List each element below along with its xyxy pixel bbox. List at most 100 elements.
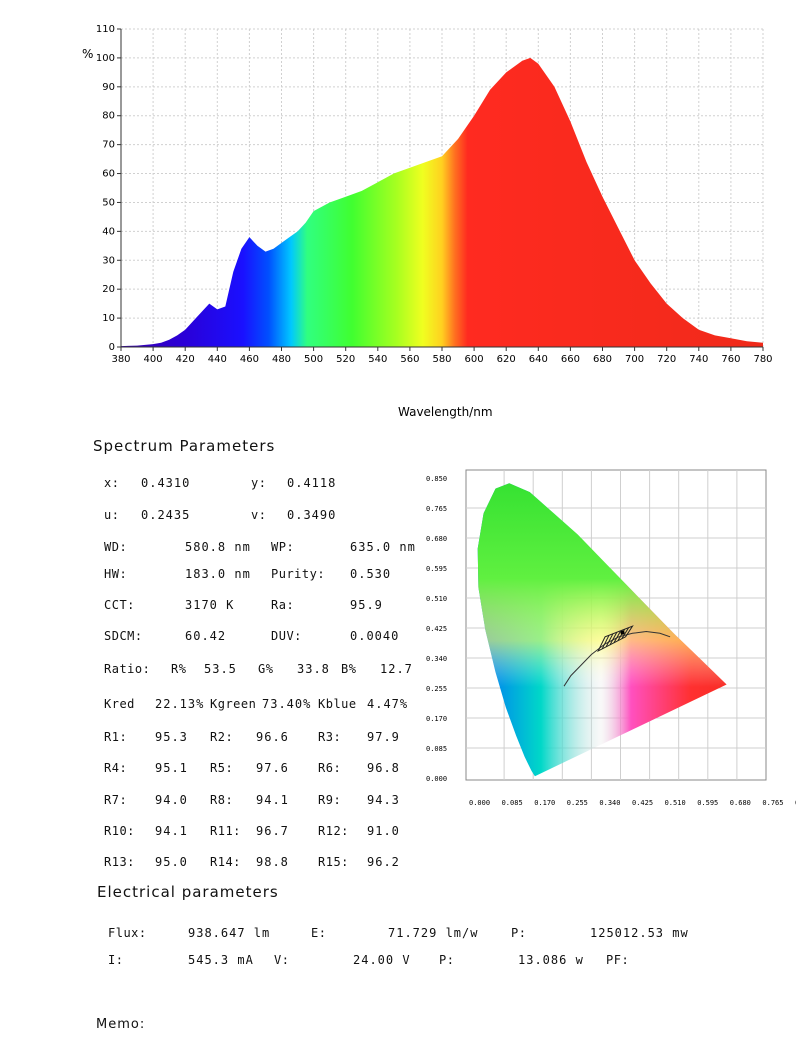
kblue-value: 4.47% bbox=[367, 697, 409, 711]
spectrum-parameters-heading: Spectrum Parameters bbox=[93, 437, 276, 455]
cie-y-tick-label: 0.340 bbox=[426, 655, 447, 663]
wp-value: 635.0 nm bbox=[350, 540, 416, 554]
ratio-label: Ratio: bbox=[104, 662, 151, 676]
cie-x-tick-label: 0.170 bbox=[534, 799, 555, 807]
cie-x-tick-label: 0.085 bbox=[502, 799, 523, 807]
y-tick-label: 90 bbox=[102, 82, 115, 93]
purity-value: 0.530 bbox=[350, 567, 392, 581]
cri-value: 95.0 bbox=[155, 855, 188, 869]
power-w-value: 13.086 w bbox=[518, 953, 584, 967]
cie-x-tick-label: 0.255 bbox=[567, 799, 588, 807]
kred-value: 22.13% bbox=[155, 697, 205, 711]
ansi-bin-divider bbox=[609, 632, 618, 646]
y-tick-label: 80 bbox=[102, 111, 115, 122]
memo-label: Memo: bbox=[96, 1017, 146, 1032]
g-percent-value: 33.8 bbox=[297, 662, 330, 676]
duv-value: 0.0040 bbox=[350, 629, 400, 643]
current-value: 545.3 mA bbox=[188, 953, 254, 967]
x-value: 0.4310 bbox=[141, 476, 191, 490]
cri-label: R4: bbox=[104, 761, 128, 775]
power-mw-value: 125012.53 mw bbox=[590, 926, 689, 940]
cie-y-tick-label: 0.425 bbox=[426, 625, 447, 633]
cri-label: R3: bbox=[318, 730, 342, 744]
hw-label: HW: bbox=[104, 567, 128, 581]
x-tick-label: 780 bbox=[753, 354, 772, 365]
ansi-bin-divider bbox=[601, 635, 610, 650]
cri-value: 94.1 bbox=[256, 793, 289, 807]
r-percent-value: 53.5 bbox=[204, 662, 237, 676]
x-tick-label: 560 bbox=[400, 354, 419, 365]
hw-value: 183.0 nm bbox=[185, 567, 251, 581]
v-value: 0.3490 bbox=[287, 508, 337, 522]
x-tick-label: 700 bbox=[625, 354, 644, 365]
cie-grid bbox=[466, 470, 766, 780]
cie-x-tick-label: 0.425 bbox=[632, 799, 653, 807]
ansi-bin-divider bbox=[613, 630, 622, 644]
cie-x-tick-label: 0.595 bbox=[697, 799, 718, 807]
x-tick-label: 440 bbox=[208, 354, 227, 365]
x-tick-label: 600 bbox=[465, 354, 484, 365]
spectrum-axes: 380 400 420 440 460 480 500 520 540 560 580 600 620 6… bbox=[96, 24, 773, 365]
cri-value: 97.6 bbox=[256, 761, 289, 775]
cri-value: 95.3 bbox=[155, 730, 188, 744]
x-tick-label: 640 bbox=[529, 354, 548, 365]
x-tick-label: 720 bbox=[657, 354, 676, 365]
x-tick-label: 580 bbox=[432, 354, 451, 365]
ansi-bin-divider bbox=[605, 633, 614, 648]
cri-label: R7: bbox=[104, 793, 128, 807]
cct-label: CCT: bbox=[104, 598, 135, 612]
x-tick-label: 500 bbox=[304, 354, 323, 365]
x-tick-label: 740 bbox=[689, 354, 708, 365]
cie-gamut bbox=[477, 483, 727, 777]
chromaticity-point bbox=[620, 630, 625, 635]
y-tick-label: 70 bbox=[102, 140, 115, 151]
y-tick-label: 60 bbox=[102, 169, 115, 180]
cri-label: R9: bbox=[318, 793, 342, 807]
flux-label: Flux: bbox=[108, 926, 147, 940]
r-percent-label: R% bbox=[171, 662, 187, 676]
kgreen-label: Kgreen bbox=[210, 697, 257, 711]
u-value: 0.2435 bbox=[141, 508, 191, 522]
ansi-bin-divider bbox=[617, 629, 626, 642]
cri-label: R2: bbox=[210, 730, 234, 744]
cri-value: 95.1 bbox=[155, 761, 188, 775]
voltage-label: V: bbox=[274, 953, 290, 967]
cie-x-tick-label: 0.000 bbox=[469, 799, 490, 807]
kred-label: Kred bbox=[104, 697, 135, 711]
cie-y-tick-label: 0.510 bbox=[426, 595, 447, 603]
cri-value: 91.0 bbox=[367, 824, 400, 838]
b-percent-value: 12.7 bbox=[380, 662, 413, 676]
efficacy-value: 71.729 lm/w bbox=[388, 926, 479, 940]
ra-value: 95.9 bbox=[350, 598, 383, 612]
cie-x-tick-label: 0.510 bbox=[665, 799, 686, 807]
wd-value: 580.8 nm bbox=[185, 540, 251, 554]
cie-x-tick-label: 0.340 bbox=[599, 799, 620, 807]
x-tick-label: 540 bbox=[368, 354, 387, 365]
cie-x-tick-label: 0.680 bbox=[730, 799, 751, 807]
cri-value: 96.2 bbox=[367, 855, 400, 869]
x-tick-label: 660 bbox=[561, 354, 580, 365]
cie-y-tick-label: 0.085 bbox=[426, 745, 447, 753]
x-tick-label: 520 bbox=[336, 354, 355, 365]
cri-value: 94.0 bbox=[155, 793, 188, 807]
y-unit-label: % bbox=[82, 47, 93, 61]
spectrum-chart: 380 400 420 440 460 480 500 520 540 560 580 600 620 6… bbox=[82, 24, 773, 419]
power-w-label: P: bbox=[439, 953, 455, 967]
cri-label: R12: bbox=[318, 824, 349, 838]
cri-value: 96.6 bbox=[256, 730, 289, 744]
cri-label: R14: bbox=[210, 855, 241, 869]
current-label: I: bbox=[108, 953, 124, 967]
cri-value: 96.7 bbox=[256, 824, 289, 838]
y-tick-label: 50 bbox=[102, 197, 115, 208]
cri-value: 94.3 bbox=[367, 793, 400, 807]
wd-label: WD: bbox=[104, 540, 128, 554]
cie-y-tick-label: 0.000 bbox=[426, 775, 447, 783]
electrical-parameters-heading: Electrical parameters bbox=[97, 883, 279, 901]
cri-label: R8: bbox=[210, 793, 234, 807]
x-label: x: bbox=[104, 476, 120, 490]
y-value: 0.4118 bbox=[287, 476, 337, 490]
sdcm-label: SDCM: bbox=[104, 629, 143, 643]
cri-label: R13: bbox=[104, 855, 135, 869]
cri-label: R1: bbox=[104, 730, 128, 744]
x-tick-label: 760 bbox=[721, 354, 740, 365]
